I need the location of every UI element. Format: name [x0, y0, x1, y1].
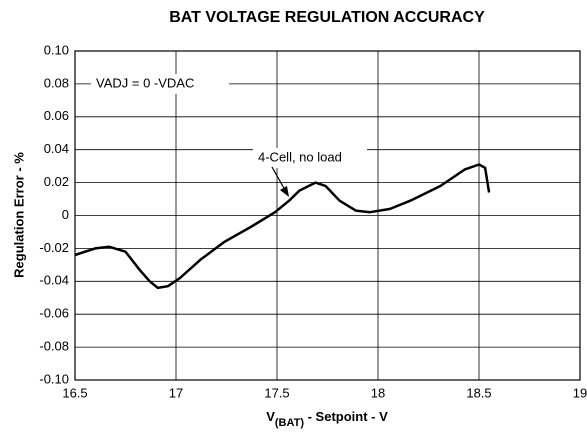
annotation-arrow — [271, 166, 286, 191]
y-tick-label: -0.04 — [39, 273, 69, 288]
annotation: 4-Cell, no load — [258, 149, 342, 164]
y-tick-label: -0.02 — [39, 240, 69, 255]
y-tick-label: -0.08 — [39, 339, 69, 354]
arrow-head — [280, 186, 289, 197]
chart-title: BAT VOLTAGE REGULATION ACCURACY — [169, 9, 485, 26]
y-tick-label: 0.06 — [44, 108, 69, 123]
x-label-part: V — [266, 409, 275, 424]
y-tick-label: 0.04 — [44, 141, 69, 156]
data-line — [74, 163, 491, 290]
annotation: VADJ = 0 -VDAC — [96, 75, 194, 90]
x-tick-label: 17 — [169, 385, 183, 400]
x-label-part: - Setpoint - V — [304, 409, 388, 424]
annotation-bg — [253, 148, 367, 168]
x-label-subscript: (BAT) — [275, 417, 304, 429]
y-tick-label: 0 — [62, 207, 69, 222]
y-axis-label: Regulation Error - % — [11, 152, 26, 278]
y-tick-label: -0.10 — [39, 371, 69, 386]
x-tick-label: 17.5 — [264, 385, 289, 400]
y-tick-label: 0.02 — [44, 174, 69, 189]
x-tick-label: 18.5 — [466, 385, 491, 400]
y-tick-label: -0.06 — [39, 306, 69, 321]
x-tick-label: 19 — [573, 385, 587, 400]
y-tick-label: 0.10 — [44, 42, 69, 57]
annotation-bg — [91, 74, 229, 94]
y-tick-label: 0.08 — [44, 75, 69, 90]
x-tick-label: 16.5 — [62, 385, 87, 400]
x-tick-label: 18 — [371, 385, 385, 400]
plot-frame — [74, 50, 581, 381]
x-axis-label: V(BAT) - Setpoint - V — [266, 409, 388, 428]
